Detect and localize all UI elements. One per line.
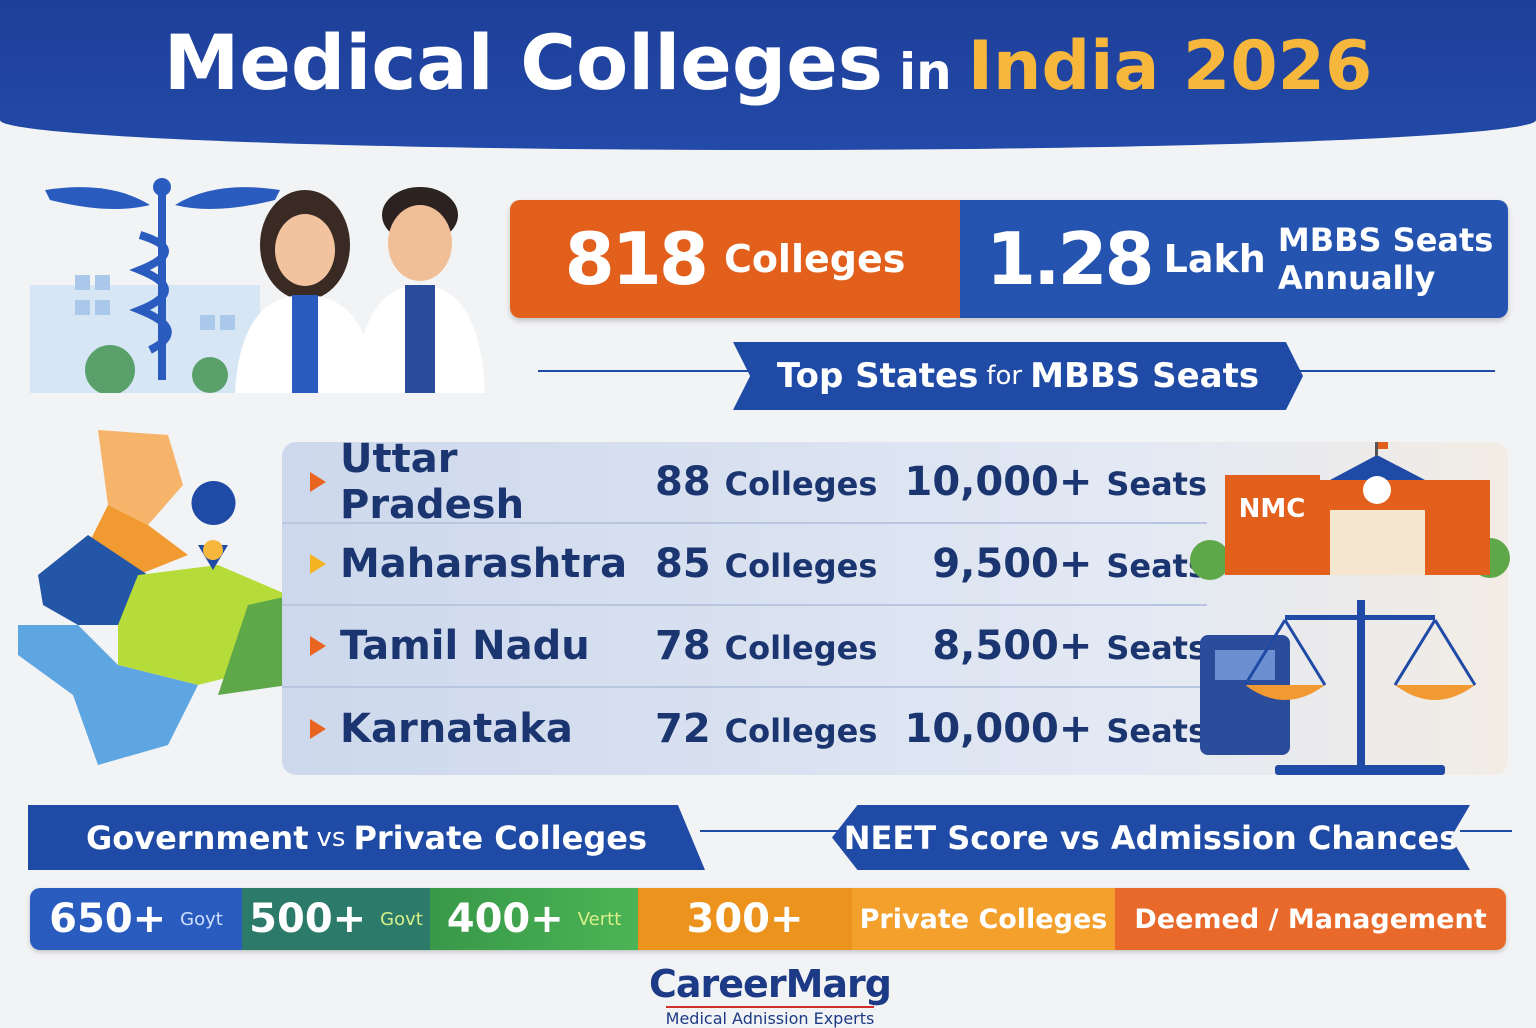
divider [1290,370,1495,372]
gov-vs-private-heading: Government vs Private Colleges [28,805,705,870]
location-pin-icon [191,481,236,570]
table-row: Karnataka 72 Colleges 10,000+ Seats [282,688,1207,770]
key-stats-box: 818 Colleges 1.28 Lakh MBBS Seats Annually [510,200,1508,318]
caduceus-icon [45,178,280,380]
table-row: Maharashtra 85 Colleges 9,500+ Seats [282,524,1207,606]
arrow-icon [310,719,326,739]
arrow-icon [310,472,326,492]
nmc-and-law-illustration: NMC [1190,442,1510,775]
female-doctor-icon [235,190,375,393]
divider [1460,830,1512,832]
private-colleges-segment: Private Colleges [852,888,1115,950]
divider [700,830,850,832]
divider [538,370,748,372]
nmc-building-icon: NMC [1190,442,1510,580]
doctors-illustration [30,178,485,393]
careermarg-logo: CareerMarg Medical Adnission Experts [649,962,892,1028]
male-doctor-icon [355,187,485,393]
page-title: Medical Colleges in India 2026 [163,18,1373,107]
table-row: Uttar Pradesh 88 Colleges 10,000+ Seats [282,436,1207,528]
score-segment: 300+ [638,888,852,950]
svg-text:NMC: NMC [1239,494,1306,524]
arrow-icon [310,636,326,656]
neet-score-heading: NEET Score vs Admission Chances [832,805,1470,870]
india-map-icon [18,430,293,765]
scales-of-justice-icon [1243,600,1477,775]
deemed-management-segment: Deemed / Management [1115,888,1506,950]
top-states-heading: Top States for MBBS Seats [733,342,1303,410]
score-segment: 500+ Govt [242,888,430,950]
arrow-icon [310,554,326,574]
neet-score-bar: 650+ Goyt 500+ Govt 400+ Vertt 300+ Private… [30,888,1506,950]
seats-stat: 1.28 Lakh MBBS Seats Annually [960,200,1508,318]
table-row: Tamil Nadu 78 Colleges 8,500+ Seats [282,606,1207,688]
document-icon [1200,635,1290,755]
score-segment: 400+ Vertt [430,888,638,950]
colleges-stat: 818 Colleges [510,200,960,318]
score-segment: 650+ Goyt [30,888,242,950]
header-banner [0,0,1536,150]
